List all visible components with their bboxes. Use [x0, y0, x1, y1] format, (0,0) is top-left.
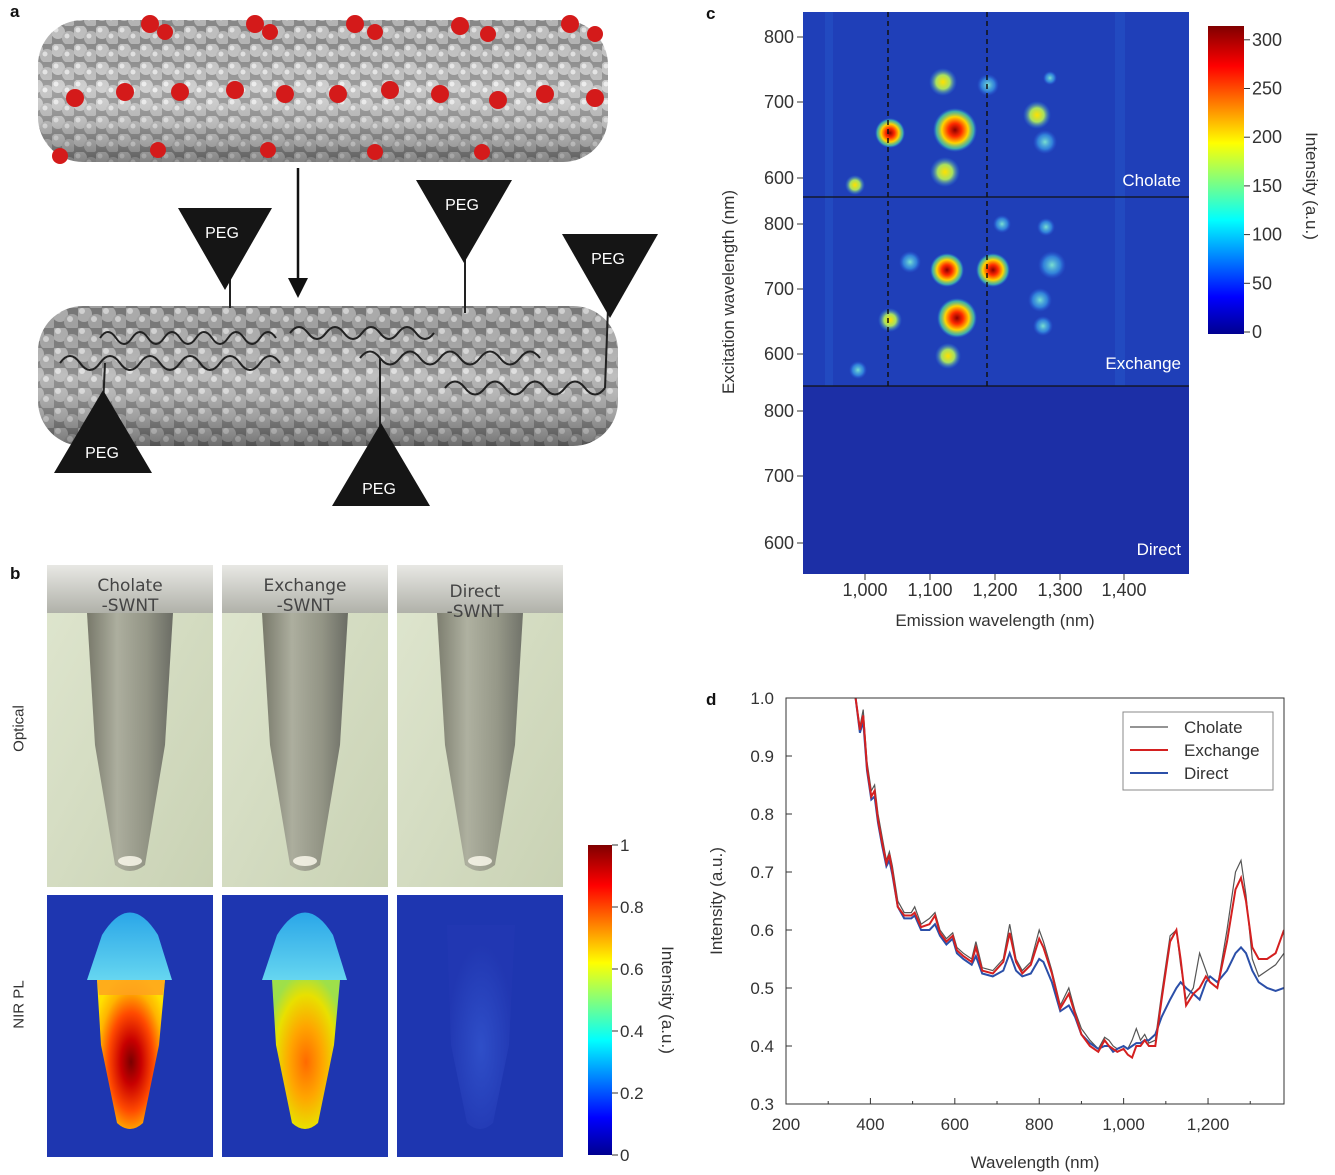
panel-d-letter: d — [706, 690, 717, 709]
colorbar-tick-label: 250 — [1252, 79, 1282, 99]
peg-label: PEG — [85, 445, 119, 462]
colorbar-tick-label: 0 — [1252, 322, 1262, 342]
peg-label: PEG — [591, 251, 625, 268]
panel-c-xlabel: Emission wavelength (nm) — [895, 611, 1094, 630]
tube-label-exchange: Exchange -SWNT — [255, 576, 355, 616]
panel-d-ylabel: Intensity (a.u.) — [707, 847, 726, 955]
panel-c-colorbar — [1208, 26, 1244, 334]
tube-label-line2: -SWNT — [276, 596, 334, 616]
y-tick-label: 700 — [764, 466, 794, 486]
y-tick-label: 800 — [764, 214, 794, 234]
y-tick-label: 600 — [764, 344, 794, 364]
y-tick-label: 700 — [764, 279, 794, 299]
series-line-cholate — [855, 698, 1284, 1050]
panel-b-colorbar-label: Intensity (a.u.) — [658, 946, 677, 1054]
tube-label-line2: -SWNT — [446, 602, 504, 622]
x-tick-label: 800 — [1025, 1115, 1053, 1134]
optical-photos — [47, 565, 563, 887]
legend-label: Exchange — [1184, 741, 1260, 760]
y-tick-label: 600 — [764, 533, 794, 553]
colorbar-tick-label: 0.4 — [620, 1022, 644, 1041]
tube-label-line2: -SWNT — [101, 596, 159, 616]
panel-c-letter: c — [706, 4, 716, 23]
panel-b-colorbar: 0 0.2 0.4 0.6 0.8 1 Intensity (a.u.) — [588, 836, 677, 1165]
colorbar-tick-label: 100 — [1252, 225, 1282, 245]
y-tick-label: 800 — [764, 27, 794, 47]
peg-label: PEG — [362, 481, 396, 498]
tube-label-direct: Direct -SWNT — [425, 582, 525, 622]
x-tick-label: 600 — [941, 1115, 969, 1134]
colorbar-tick-label: 0.8 — [620, 898, 644, 917]
panel-c-ylabel: Excitation wavelength (nm) — [719, 190, 738, 394]
colorbar-tick-label: 300 — [1252, 30, 1282, 50]
colorbar-tick-label: 150 — [1252, 176, 1282, 196]
tube-label-line1: Cholate — [97, 576, 163, 596]
peg-chains — [59, 258, 609, 429]
x-tick-label: 1,000 — [842, 580, 887, 600]
nir-pl-images — [47, 895, 563, 1157]
x-tick-label: 400 — [856, 1115, 884, 1134]
y-tick-label: 0.7 — [750, 863, 774, 882]
pristine-nanotube — [38, 306, 618, 446]
subpanel-label-direct: Direct — [1137, 540, 1182, 559]
x-tick-label: 1,400 — [1101, 580, 1146, 600]
x-tick-label: 200 — [772, 1115, 800, 1134]
y-tick-label: 0.8 — [750, 805, 774, 824]
x-tick-label: 1,100 — [907, 580, 952, 600]
colorbar-tick-label: 1 — [620, 836, 629, 855]
y-tick-label: 0.6 — [750, 921, 774, 940]
row-label-nir-pl: NIR PL — [10, 980, 28, 1029]
row-label-optical: Optical — [10, 705, 28, 752]
panel-a-letter: a — [10, 2, 20, 21]
panel-c-colorbar-label: Intensity (a.u.) — [1302, 132, 1321, 240]
x-tick-label: 1,200 — [972, 580, 1017, 600]
legend-label: Cholate — [1184, 718, 1243, 737]
x-tick-label: 1,000 — [1102, 1115, 1145, 1134]
down-arrow-icon — [288, 168, 308, 298]
colorbar-tick-label: 50 — [1252, 273, 1272, 293]
subpanel-label-cholate: Cholate — [1122, 171, 1181, 190]
legend-label: Direct — [1184, 764, 1229, 783]
subpanel-label-exchange: Exchange — [1105, 354, 1181, 373]
colorbar-tick-label: 0 — [620, 1146, 629, 1165]
legend: Cholate Exchange Direct — [1122, 711, 1274, 791]
y-tick-label: 600 — [764, 168, 794, 188]
panel-c-heatmap: Cholate Exchange Direct 600 700 800 600 700 8… — [719, 12, 1321, 630]
colorbar-tick-label: 200 — [1252, 127, 1282, 147]
y-tick-label: 1.0 — [750, 689, 774, 708]
tube-label-line1: Direct — [449, 582, 501, 602]
colorbar-tick-label: 0.2 — [620, 1084, 644, 1103]
panel-a-diagram: PEG PEG PEG PEG PEG — [38, 15, 658, 506]
colorbar-tick-label: 0.6 — [620, 960, 644, 979]
y-tick-label: 0.5 — [750, 979, 774, 998]
y-tick-label: 0.3 — [750, 1095, 774, 1114]
panel-b-letter: b — [10, 564, 21, 583]
series-line-exchange — [854, 698, 1284, 1060]
x-tick-label: 1,300 — [1037, 580, 1082, 600]
tube-label-cholate: Cholate -SWNT — [80, 576, 180, 616]
series-line-direct — [854, 698, 1284, 1054]
panel-d-chart: 200 400 600 800 1,000 1,200 0.3 0.4 0.5 0.6 0.7 0.… — [707, 689, 1285, 1172]
y-tick-label: 0.4 — [750, 1037, 774, 1056]
tube-label-line1: Exchange — [263, 576, 347, 596]
x-tick-label: 1,200 — [1187, 1115, 1230, 1134]
y-tick-label: 800 — [764, 401, 794, 421]
oxidized-nanotube — [38, 15, 608, 164]
y-tick-label: 700 — [764, 92, 794, 112]
y-tick-label: 0.9 — [750, 747, 774, 766]
panel-d-xlabel: Wavelength (nm) — [971, 1153, 1100, 1172]
peg-label: PEG — [205, 225, 239, 242]
peg-label: PEG — [445, 197, 479, 214]
